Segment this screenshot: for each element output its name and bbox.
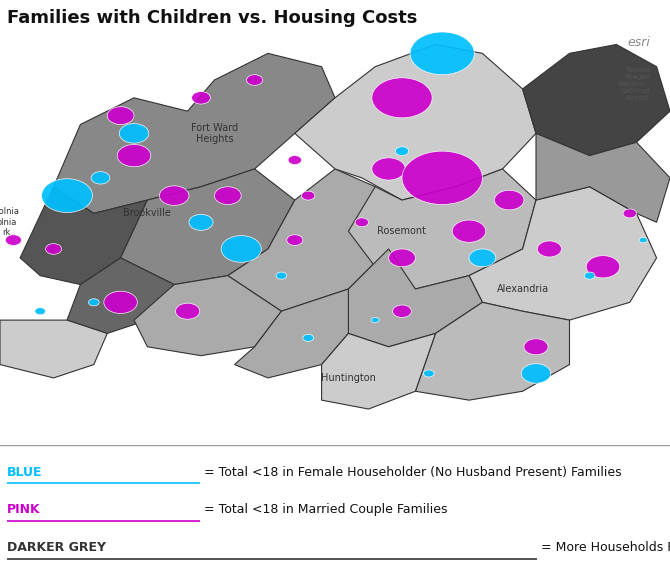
Polygon shape [0,320,107,378]
Circle shape [214,187,241,205]
Circle shape [288,156,302,165]
Text: Rosemont: Rosemont [377,226,427,236]
Circle shape [5,235,21,246]
Circle shape [586,255,620,278]
Polygon shape [348,249,482,347]
Circle shape [524,339,548,355]
Circle shape [117,144,151,166]
Circle shape [494,190,524,210]
Circle shape [247,75,263,86]
Circle shape [371,317,379,323]
Polygon shape [228,169,389,311]
Text: = Total <18 in Female Householder (No Husband Present) Families: = Total <18 in Female Householder (No Hu… [200,466,621,479]
Circle shape [91,172,110,184]
Circle shape [389,249,415,267]
Text: Brookville: Brookville [123,209,172,218]
Circle shape [372,78,432,118]
Text: Families with Children vs. Housing Costs: Families with Children vs. Housing Costs [7,9,417,27]
Circle shape [469,249,496,267]
Circle shape [452,220,486,242]
Polygon shape [67,258,174,333]
Circle shape [276,272,287,279]
Circle shape [176,303,200,319]
Circle shape [107,107,134,124]
Circle shape [623,209,636,218]
Circle shape [189,214,213,230]
Circle shape [639,238,647,243]
Text: DARKER GREY: DARKER GREY [7,541,106,554]
Polygon shape [234,289,348,378]
Circle shape [537,241,561,257]
Text: = Total <18 in Married Couple Families: = Total <18 in Married Couple Families [200,503,447,516]
Text: Huntington: Huntington [321,373,376,383]
Circle shape [119,124,149,143]
Circle shape [395,146,409,156]
Text: BLUE: BLUE [7,466,42,479]
Circle shape [423,370,434,377]
Circle shape [393,305,411,317]
Polygon shape [536,133,670,222]
Polygon shape [121,169,295,284]
Text: PINK: PINK [7,503,40,516]
Circle shape [88,299,99,306]
Polygon shape [469,187,657,320]
Polygon shape [348,169,536,289]
Text: = More Households Paying ≥30 Percent Income in Rent: = More Households Paying ≥30 Percent Inc… [537,541,670,554]
Circle shape [372,158,405,180]
Polygon shape [295,44,536,200]
Text: Fort Ward
Heights: Fort Ward Heights [191,123,238,144]
Circle shape [159,186,189,205]
Circle shape [287,235,303,246]
Polygon shape [523,44,670,156]
Circle shape [521,364,551,383]
Polygon shape [54,54,335,213]
Circle shape [410,32,474,75]
Circle shape [402,151,482,205]
Circle shape [303,335,314,341]
Text: Ronald
Reagan
Washin...
National
Airport: Ronald Reagan Washin... National Airport [618,67,650,101]
Polygon shape [415,302,570,400]
Text: colnia
olnia
rk: colnia olnia rk [0,207,19,237]
Circle shape [35,308,46,315]
Circle shape [584,272,595,279]
Circle shape [221,235,261,262]
Circle shape [46,243,62,254]
Circle shape [42,179,92,213]
Circle shape [104,291,137,314]
Circle shape [302,191,315,200]
Text: esri: esri [627,35,650,48]
Circle shape [192,92,210,104]
Circle shape [355,218,369,227]
Text: Alexandria: Alexandria [496,284,549,294]
Polygon shape [322,333,436,409]
Polygon shape [20,187,147,284]
Polygon shape [134,276,281,356]
